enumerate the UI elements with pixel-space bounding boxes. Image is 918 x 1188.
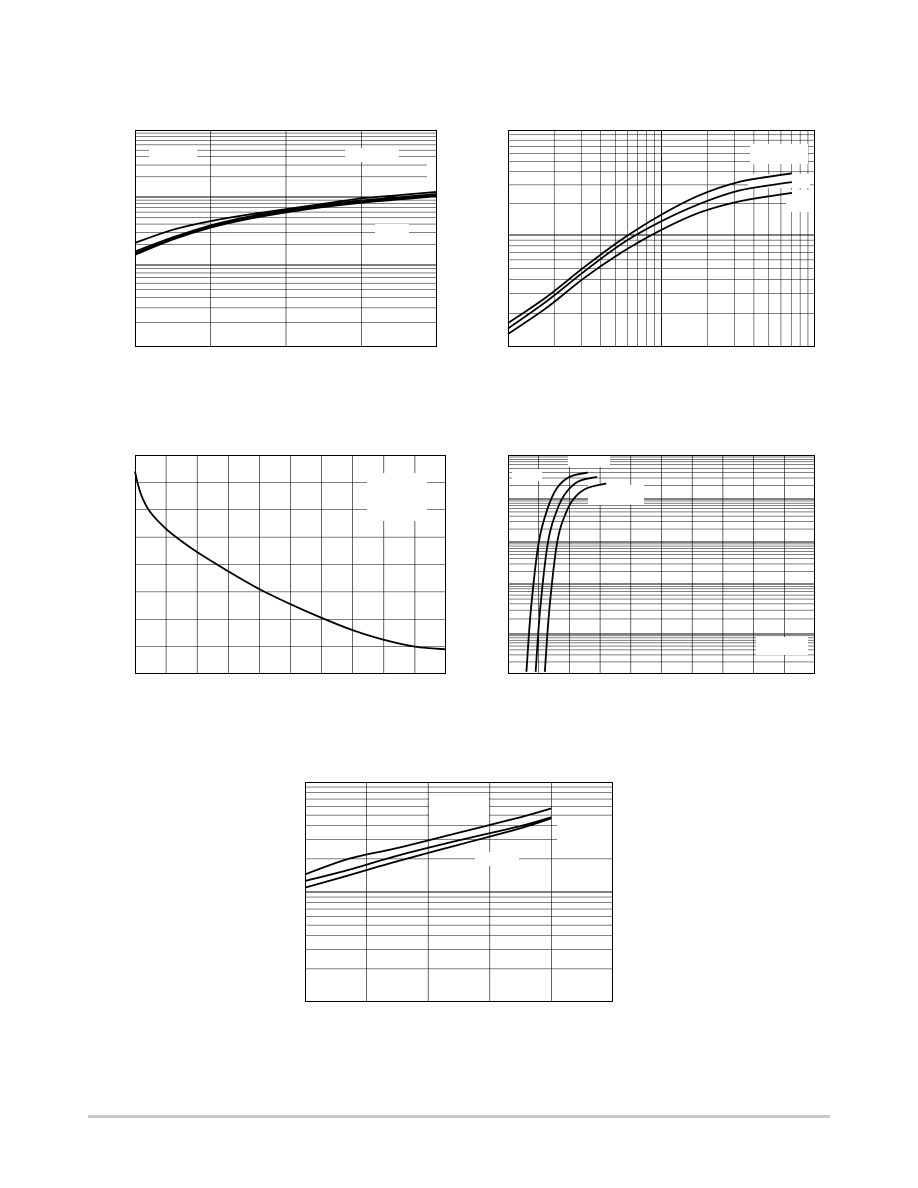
chart-2-series (507, 172, 793, 335)
chart-3-label-plate (367, 473, 427, 521)
chart-5-series-1-line (304, 807, 552, 876)
chart-5-series (304, 807, 552, 889)
chart-1-frame (135, 130, 437, 347)
chart-5-series-2-line (304, 816, 552, 882)
chart-2-series-2-line (507, 181, 793, 330)
chart-4-label-plate (512, 469, 542, 481)
chart-5-label-plate (557, 820, 613, 844)
chart-3-frame (135, 455, 446, 674)
chart-2-frame (508, 130, 815, 347)
chart-3-grid (135, 455, 446, 674)
chart-5-label-plate (429, 796, 489, 820)
chart-2 (507, 130, 816, 347)
chart-4-series-2-line (534, 476, 598, 672)
chart-1-label-plate (345, 148, 399, 162)
chart-2-masks (748, 144, 816, 212)
chart-5-masks (429, 796, 613, 866)
chart-2-series-1-line (507, 172, 793, 324)
chart-1-masks (149, 148, 439, 236)
chart-5-series-3-line (304, 817, 552, 889)
chart-4-series-3-line (543, 482, 607, 672)
chart-4-frame (508, 455, 815, 674)
chart-4-grid (508, 455, 815, 674)
chart-4-label-plate (756, 637, 808, 655)
chart-1-series-3-line (134, 193, 438, 253)
chart-4 (508, 455, 815, 674)
chart-1-grid (135, 130, 437, 347)
chart-2-label-plate (786, 190, 816, 212)
chart-3 (134, 455, 447, 674)
chart-1-series-4-line (134, 195, 438, 256)
chart-4-label-plate (568, 455, 610, 467)
chart-3-series (134, 471, 447, 651)
chart-5-label-plate (475, 852, 519, 866)
chart-1-label-plate (427, 160, 439, 180)
chart-4-series-1-line (525, 471, 589, 672)
chart-5-frame (305, 782, 613, 1002)
chart-5 (304, 782, 613, 1002)
chart-1-series-2-line (134, 194, 438, 255)
chart-2-series-3-line (507, 192, 793, 335)
chart-3-masks (367, 473, 427, 521)
chart-3-series-1-line (134, 471, 447, 651)
chart-1-label-plate (149, 148, 197, 162)
chart-4-masks (512, 455, 808, 655)
chart-1-series (134, 190, 438, 256)
chart-4-label-plate (588, 485, 644, 505)
chart-1-label-plate (375, 224, 409, 236)
chart-2-label-plate (750, 144, 808, 164)
chart-5-grid (305, 782, 613, 1002)
footer-rule (88, 1115, 830, 1118)
chart-1-series-1-line (134, 190, 438, 244)
chart-4-series (525, 471, 607, 672)
chart-1 (134, 130, 439, 347)
